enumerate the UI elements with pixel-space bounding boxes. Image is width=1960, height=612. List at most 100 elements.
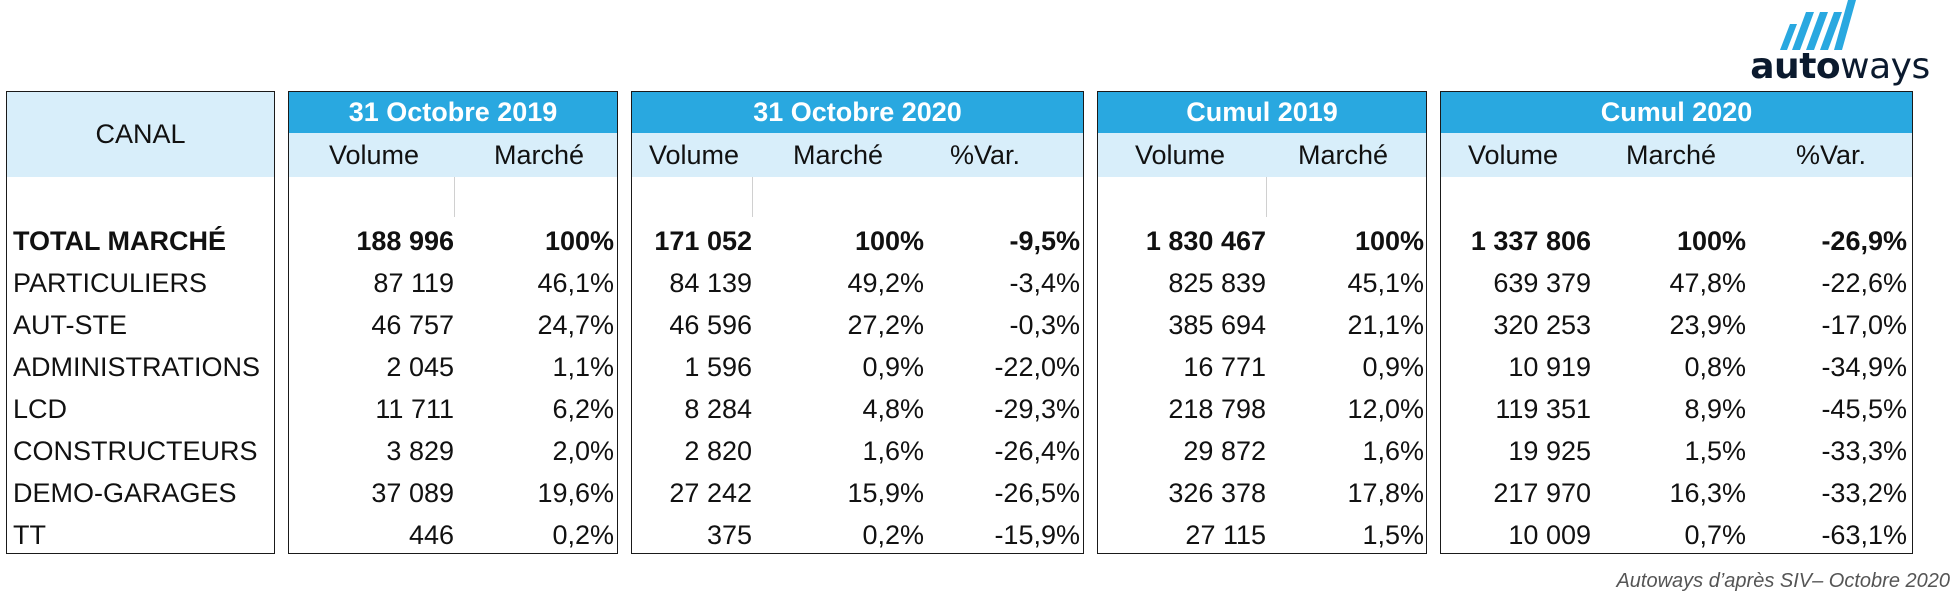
table-cell: 46 596 xyxy=(669,310,752,340)
table-cell: 639 379 xyxy=(1493,268,1591,298)
column-header: %Var. xyxy=(1795,140,1867,170)
table-cell: -34,9% xyxy=(1821,352,1907,382)
block-octobre-2020: 31 Octobre 2020 Volume Marché %Var. 171 052 1… xyxy=(631,91,1084,554)
table-cell: 1,1% xyxy=(552,352,614,382)
table-cell: 46,1% xyxy=(537,268,614,298)
column-header: Volume xyxy=(648,140,740,170)
block-title: Cumul 2019 xyxy=(1098,92,1426,133)
table-cell: 49,2% xyxy=(847,268,924,298)
column-header: %Var. xyxy=(949,140,1021,170)
column-header: Volume xyxy=(328,140,420,170)
table-cell: 1 596 xyxy=(684,352,752,382)
table-cell: 326 378 xyxy=(1168,478,1266,508)
column-header: Volume xyxy=(1467,140,1559,170)
table-cell: 16 771 xyxy=(1183,352,1266,382)
column-header: Marché xyxy=(1625,140,1717,170)
column-header: Marché xyxy=(493,140,585,170)
table-cell: -17,0% xyxy=(1821,310,1907,340)
table-cell: -26,4% xyxy=(994,436,1080,466)
table-cell: 16,3% xyxy=(1669,478,1746,508)
table-cell: 2,0% xyxy=(552,436,614,466)
table-cell: 1,6% xyxy=(862,436,924,466)
table-cell: 385 694 xyxy=(1168,310,1266,340)
table-cell: 27,2% xyxy=(847,310,924,340)
subheader-band xyxy=(289,133,617,177)
table-cell: -26,5% xyxy=(994,478,1080,508)
table-cell: 47,8% xyxy=(1669,268,1746,298)
table-cell: 4,8% xyxy=(862,394,924,424)
table-cell: 0,8% xyxy=(1684,352,1746,382)
table-cell: 0,2% xyxy=(552,520,614,550)
table-cell: 29 872 xyxy=(1183,436,1266,466)
table-cell: 24,7% xyxy=(537,310,614,340)
table-cell: 87 119 xyxy=(373,268,454,298)
table-cell: 27 242 xyxy=(669,478,752,508)
table-cell: 19 925 xyxy=(1508,436,1591,466)
table-cell: 320 253 xyxy=(1493,310,1591,340)
total-cell: 100% xyxy=(544,226,614,256)
table-cell: 10 919 xyxy=(1508,352,1591,382)
block-cumul-2019: Cumul 2019 Volume Marché 1 830 467 100% 825 8… xyxy=(1097,91,1427,554)
table-cell: 0,2% xyxy=(862,520,924,550)
table-cell: 46 757 xyxy=(371,310,454,340)
canal-header: CANAL xyxy=(7,92,274,177)
table-cell: 8,9% xyxy=(1684,394,1746,424)
total-cell: -9,5% xyxy=(1009,226,1080,256)
table-cell: 37 089 xyxy=(371,478,454,508)
total-cell: 1 337 806 xyxy=(1470,226,1591,256)
table-cell: 10 009 xyxy=(1508,520,1591,550)
total-cell: 100% xyxy=(854,226,924,256)
table-cell: 3 829 xyxy=(386,436,454,466)
canal-label: DEMO-GARAGES xyxy=(13,478,237,508)
table-cell: 375 xyxy=(706,520,752,550)
table-cell: 2 820 xyxy=(684,436,752,466)
table-cell: 8 284 xyxy=(684,394,752,424)
table-cell: 11 711 xyxy=(375,394,454,424)
table-cell: -3,4% xyxy=(1009,268,1080,298)
total-cell: 188 996 xyxy=(356,226,454,256)
column-header: Marché xyxy=(1297,140,1389,170)
table-cell: 446 xyxy=(408,520,454,550)
subheader-band xyxy=(632,133,1083,177)
canal-label: LCD xyxy=(13,394,68,424)
table-cell: 17,8% xyxy=(1347,478,1424,508)
table-cell: -33,3% xyxy=(1821,436,1907,466)
table-cell: 1,5% xyxy=(1362,520,1424,550)
block-octobre-2019: 31 Octobre 2019 Volume Marché 188 996 100% 87… xyxy=(288,91,618,554)
block-title: 31 Octobre 2019 xyxy=(289,92,617,133)
subheader-band xyxy=(1441,133,1912,177)
canal-label: AUT-STE xyxy=(13,310,128,340)
table-cell: 21,1% xyxy=(1347,310,1424,340)
table-cell: 119 351 xyxy=(1495,394,1591,424)
canal-label: PARTICULIERS xyxy=(13,268,208,298)
total-cell: 100% xyxy=(1354,226,1424,256)
canal-label-total: TOTAL MARCHÉ xyxy=(13,226,226,256)
table-cell: 825 839 xyxy=(1168,268,1266,298)
table-cell: 6,2% xyxy=(552,394,614,424)
table-cell: -22,0% xyxy=(994,352,1080,382)
table-cell: -33,2% xyxy=(1821,478,1907,508)
block-title: 31 Octobre 2020 xyxy=(632,92,1083,133)
table-cell: 0,9% xyxy=(1362,352,1424,382)
source-note: Autoways d’après SIV– Octobre 2020 xyxy=(1616,570,1950,592)
block-cumul-2020: Cumul 2020 Volume Marché %Var. 1 337 806 100%… xyxy=(1440,91,1913,554)
table-cell: 23,9% xyxy=(1669,310,1746,340)
canal-label: CONSTRUCTEURS xyxy=(13,436,258,466)
canal-label: TT xyxy=(13,520,46,550)
table-cell: 84 139 xyxy=(669,268,752,298)
column-separator xyxy=(1266,177,1267,217)
table-cell: 217 970 xyxy=(1493,478,1591,508)
column-separator xyxy=(752,177,753,217)
table-cell: 1,6% xyxy=(1362,436,1424,466)
table-cell: 45,1% xyxy=(1347,268,1424,298)
table-cell: 0,9% xyxy=(862,352,924,382)
table-cell: 218 798 xyxy=(1168,394,1266,424)
logo-wordmark: autoways xyxy=(1750,46,1930,87)
canal-label: ADMINISTRATIONS xyxy=(13,352,261,382)
table-cell: 2 045 xyxy=(386,352,454,382)
total-cell: 1 830 467 xyxy=(1145,226,1266,256)
block-title: Cumul 2020 xyxy=(1441,92,1912,133)
column-separator xyxy=(454,177,455,217)
table-cell: -0,3% xyxy=(1009,310,1080,340)
table-cell: 19,6% xyxy=(537,478,614,508)
